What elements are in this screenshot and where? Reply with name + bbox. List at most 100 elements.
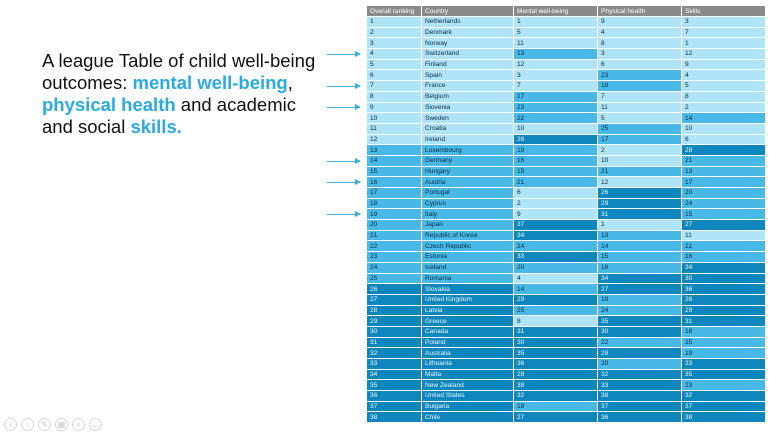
mental-cell: 14: [513, 283, 598, 295]
country-cell: Sweden: [421, 112, 514, 124]
mental-cell: 10: [513, 122, 598, 135]
skills-cell: 21: [681, 154, 766, 167]
skills-cell: 32: [681, 390, 766, 402]
table-row: 2 Denmark 5 4 7: [366, 26, 766, 39]
rank-cell: 13: [366, 144, 422, 156]
physical-cell: 1: [597, 219, 682, 231]
physical-cell: 12: [597, 176, 682, 188]
slides-overview-icon[interactable]: ▦: [55, 418, 68, 431]
physical-cell: 17: [597, 133, 682, 146]
more-options-icon[interactable]: …: [89, 418, 102, 431]
country-cell: Republic of Korea: [421, 229, 514, 242]
skills-cell: 30: [681, 272, 766, 285]
physical-cell: 10: [597, 154, 682, 167]
table-row: 30 Canada 31 30 18: [366, 325, 766, 338]
rank-cell: 29: [366, 315, 422, 327]
mental-cell: 26: [513, 133, 598, 146]
physical-cell: 14: [597, 240, 682, 253]
rank-cell: 28: [366, 304, 422, 317]
table-row: 1 Netherlands 1 9 3: [366, 16, 766, 28]
physical-cell: 31: [597, 208, 682, 221]
skills-cell: 7: [681, 26, 766, 39]
table-header-row: Overall ranking Country Mental well-bein…: [366, 5, 766, 17]
country-cell: Poland: [421, 336, 514, 349]
rank-cell: 4: [366, 48, 422, 60]
physical-cell: 36: [597, 411, 682, 424]
mental-cell: 12: [513, 58, 598, 71]
physical-cell: 20: [597, 358, 682, 370]
country-cell: Canada: [421, 325, 514, 338]
country-cell: United Kingdom: [421, 293, 514, 306]
table-row: 17 Portugal 6 26 20: [366, 187, 766, 199]
previous-slide-icon[interactable]: ‹: [4, 418, 17, 431]
mental-cell: 2: [513, 197, 598, 210]
table-row: 15 Hungary 15 21 13: [366, 165, 766, 178]
mental-cell: 6: [513, 187, 598, 199]
physical-cell: 19: [597, 293, 682, 306]
mental-cell: 24: [513, 240, 598, 253]
zoom-icon[interactable]: ⌕: [72, 418, 85, 431]
table-row: 23 Estonia 33 15 16: [366, 251, 766, 263]
rank-cell: 6: [366, 69, 422, 82]
mental-cell: 20: [513, 261, 598, 274]
table-row: 33 Lithuania 36 20 33: [366, 358, 766, 370]
mental-cell: 25: [513, 304, 598, 317]
physical-cell: 11: [597, 101, 682, 114]
rank-cell: 8: [366, 90, 422, 103]
country-cell: Slovakia: [421, 283, 514, 295]
rank-cell: 10: [366, 112, 422, 124]
pen-icon[interactable]: ✎: [38, 418, 51, 431]
table-row: 16 Austria 21 12 17: [366, 176, 766, 188]
mental-cell: 29: [513, 293, 598, 306]
country-cell: Denmark: [421, 26, 514, 39]
mental-cell: 7: [513, 80, 598, 92]
table-row: 38 Chile 27 36 38: [366, 411, 766, 424]
table-row: 13 Luxembourg 19 2 28: [366, 144, 766, 156]
mental-cell: 28: [513, 368, 598, 381]
skills-cell: 13: [681, 165, 766, 178]
physical-cell: 6: [597, 58, 682, 71]
mental-cell: 32: [513, 390, 598, 402]
next-slide-icon[interactable]: ›: [21, 418, 34, 431]
skills-cell: 34: [681, 261, 766, 274]
title-text: and academic and social: [42, 94, 296, 137]
country-cell: Iceland: [421, 261, 514, 274]
mental-cell: 16: [513, 154, 598, 167]
header-mental-well-being: Mental well-being: [513, 5, 598, 17]
country-cell: Portugal: [421, 187, 514, 199]
skills-cell: 36: [681, 283, 766, 295]
mental-cell: 23: [513, 101, 598, 114]
rank-cell: 37: [366, 400, 422, 413]
rank-cell: 26: [366, 283, 422, 295]
physical-cell: 28: [597, 347, 682, 359]
country-cell: Malta: [421, 368, 514, 381]
physical-cell: 29: [597, 197, 682, 210]
arrow-marker: [327, 211, 361, 217]
mental-cell: 5: [513, 26, 598, 39]
table-row: 35 New Zealand 38 33 23: [366, 379, 766, 392]
country-cell: Slovenia: [421, 101, 514, 114]
skills-cell: 25: [681, 336, 766, 349]
table-row: 6 Spain 3 23 4: [366, 69, 766, 82]
skills-cell: 17: [681, 176, 766, 188]
table-row: 20 Japan 37 1 27: [366, 219, 766, 231]
table-row: 27 United Kingdom 29 19 26: [366, 293, 766, 306]
country-cell: United States: [421, 390, 514, 402]
mental-cell: 38: [513, 379, 598, 392]
mental-cell: 8: [513, 315, 598, 327]
country-cell: Ireland: [421, 133, 514, 146]
skills-cell: 2: [681, 101, 766, 114]
physical-cell: 27: [597, 283, 682, 295]
table-row: 32 Australia 35 28 19: [366, 347, 766, 359]
table-row: 25 Romania 4 34 30: [366, 272, 766, 285]
country-cell: Japan: [421, 219, 514, 231]
physical-cell: 38: [597, 390, 682, 402]
skills-cell: 9: [681, 58, 766, 71]
table-row: 26 Slovakia 14 27 36: [366, 283, 766, 295]
physical-cell: 7: [597, 90, 682, 103]
country-cell: Luxembourg: [421, 144, 514, 156]
slideshow-toolbar: ‹ › ✎ ▦ ⌕ …: [4, 418, 102, 432]
rank-cell: 30: [366, 325, 422, 338]
header-physical-health: Physical health: [597, 5, 682, 17]
skills-cell: 12: [681, 48, 766, 60]
